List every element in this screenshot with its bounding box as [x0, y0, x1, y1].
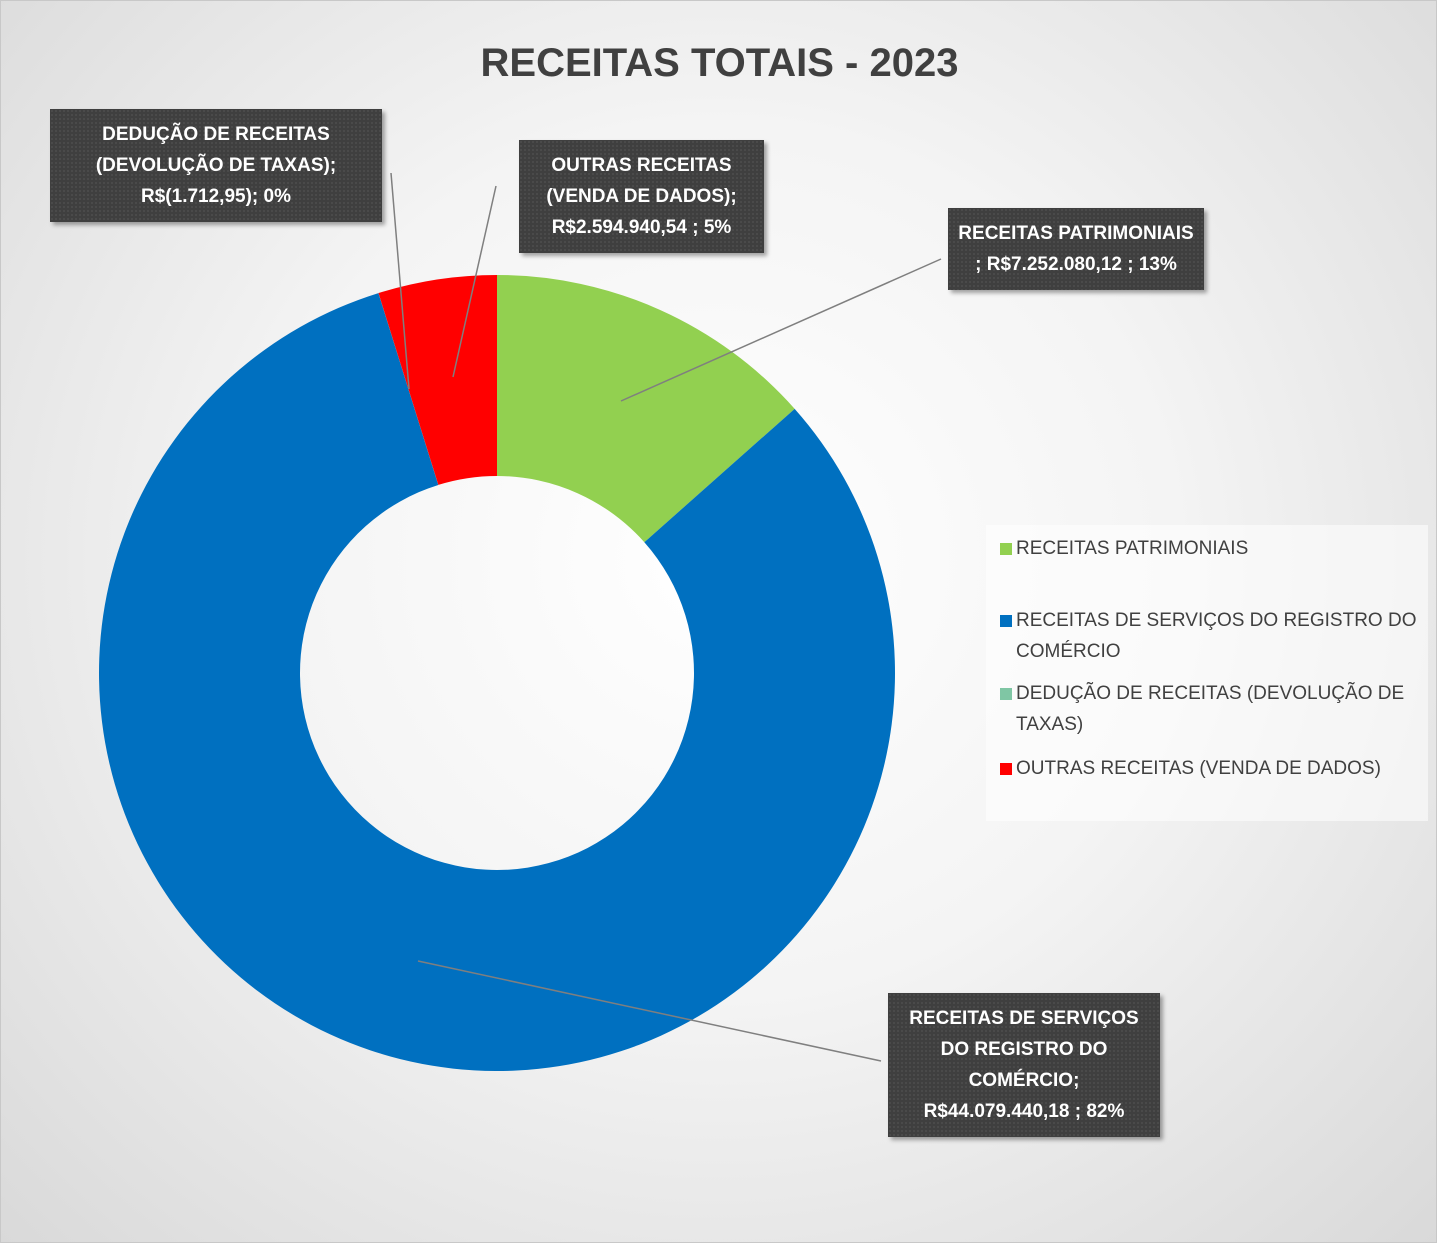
legend-item: DEDUÇÃO DE RECEITAS (DEVOLUÇÃO DE TAXAS) [1000, 678, 1420, 740]
data-label: RECEITAS PATRIMONIAIS ; R$7.252.080,12 ;… [948, 208, 1204, 290]
data-label: DEDUÇÃO DE RECEITAS (DEVOLUÇÃO DE TAXAS)… [50, 109, 382, 222]
legend-label: RECEITAS PATRIMONIAIS [1016, 538, 1249, 559]
leader-line [390, 172, 410, 390]
legend-swatch [1000, 688, 1012, 700]
leader-line [417, 960, 882, 1062]
legend-item: RECEITAS PATRIMONIAIS [1000, 533, 1420, 564]
legend: RECEITAS PATRIMONIAIS RECEITAS DE SERVIÇO… [986, 525, 1428, 821]
legend-label: OUTRAS RECEITAS (VENDA DE DADOS) [1016, 758, 1381, 779]
chart-title: RECEITAS TOTAIS - 2023 [480, 41, 959, 85]
legend-item: RECEITAS DE SERVIÇOS DO REGISTRO DO COMÉ… [1000, 605, 1420, 667]
slice [99, 293, 896, 1071]
data-label: OUTRAS RECEITAS (VENDA DE DADOS); R$2.59… [519, 140, 764, 253]
legend-item: OUTRAS RECEITAS (VENDA DE DADOS) [1000, 753, 1420, 784]
leader-line [620, 258, 942, 402]
legend-label: DEDUÇÃO DE RECEITAS (DEVOLUÇÃO DE TAXAS) [1016, 683, 1405, 735]
slice [497, 275, 795, 543]
legend-label: RECEITAS DE SERVIÇOS DO REGISTRO DO COMÉ… [1016, 610, 1417, 662]
legend-swatch [1000, 615, 1012, 627]
data-label: RECEITAS DE SERVIÇOS DO REGISTRO DO COMÉ… [888, 993, 1160, 1137]
leader-line [452, 185, 497, 378]
legend-swatch [1000, 763, 1012, 775]
slice [378, 275, 497, 485]
legend-swatch [1000, 543, 1012, 555]
